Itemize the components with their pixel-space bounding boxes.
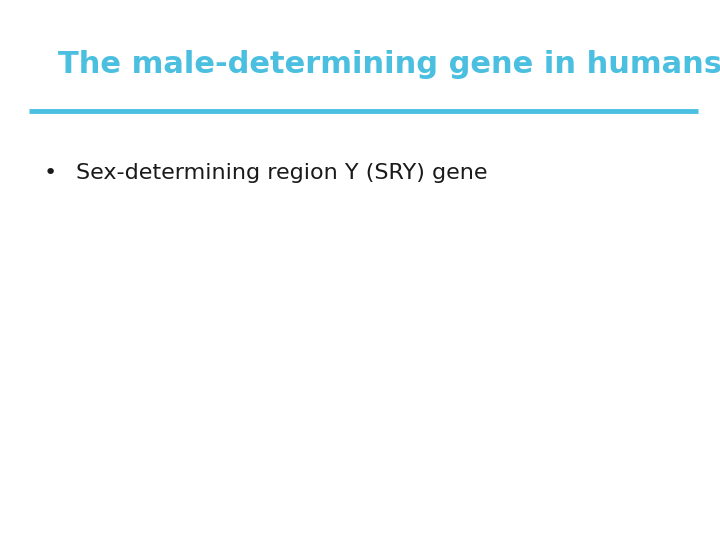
Text: •: • <box>44 163 57 183</box>
Text: Sex-determining region Y (SRY) gene: Sex-determining region Y (SRY) gene <box>76 163 487 183</box>
Text: The male-determining gene in humans: The male-determining gene in humans <box>58 50 720 79</box>
